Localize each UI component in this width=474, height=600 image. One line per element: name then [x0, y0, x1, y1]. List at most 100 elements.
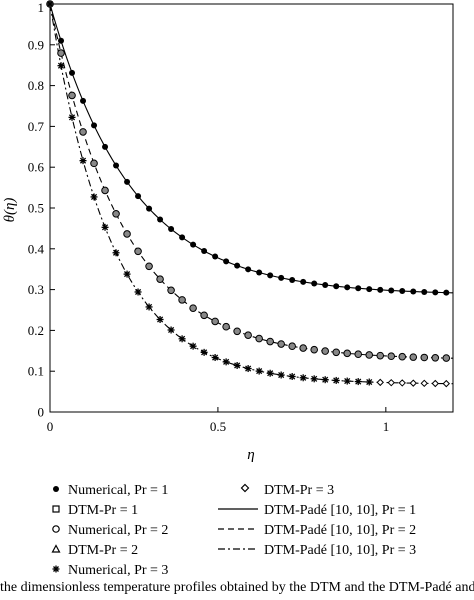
marker-numerical-pr1	[399, 288, 406, 295]
marker-numerical-pr1	[267, 272, 274, 279]
chart: η θ(η) 0 0.1 0.2 0.3 0.4 0.5 0.6 0.7 0.8…	[2, 0, 454, 578]
marker-star-stroke	[333, 377, 340, 384]
marker-numerical-pr3	[145, 303, 153, 311]
marker-numerical-pr1	[146, 205, 153, 212]
marker-numerical-pr1	[311, 280, 318, 287]
marker-numerical-pr1	[91, 122, 98, 129]
y-tick-label: 0.3	[28, 282, 44, 297]
y-tick-label: 1	[38, 0, 45, 15]
marker-numerical-pr2	[57, 49, 65, 57]
y-tick-label: 0.8	[28, 78, 44, 93]
marker-numerical-pr1	[388, 287, 395, 294]
marker-numerical-pr2	[420, 353, 429, 362]
legend-entry: Numerical, Pr = 2	[68, 523, 168, 538]
marker-star-stroke	[300, 374, 307, 381]
marker-numerical-pr1	[113, 162, 120, 169]
legend-entry: DTM-Pr = 2	[68, 543, 138, 558]
x-tick-label: 0.5	[210, 419, 226, 434]
x-tick-label: 1	[383, 419, 390, 434]
legend-entry: Numerical, Pr = 3	[68, 563, 168, 578]
marker-numerical-pr3	[167, 326, 175, 334]
marker-star-stroke	[289, 373, 296, 380]
legend-symbol-numerical-pr1	[53, 486, 59, 492]
marker-numerical-pr2	[398, 352, 407, 361]
curve-pade-pr3	[49, 3, 454, 385]
marker-numerical-pr3	[112, 249, 120, 257]
marker-numerical-pr1	[333, 283, 340, 290]
marker-numerical-pr1	[58, 37, 65, 44]
marker-numerical-pr1	[69, 69, 76, 76]
marker-numerical-pr1	[157, 216, 164, 223]
marker-numerical-pr2	[156, 275, 164, 283]
marker-numerical-pr2	[79, 128, 87, 136]
marker-numerical-pr3	[46, 0, 54, 8]
marker-numerical-pr3	[189, 342, 197, 350]
marker-star-stroke	[267, 370, 274, 377]
marker-numerical-pr3	[277, 371, 285, 379]
marker-numerical-pr2	[310, 345, 318, 354]
marker-dtm-pr3	[376, 378, 384, 387]
legend-entry: DTM-Padé [10, 10], Pr = 1	[264, 503, 416, 518]
y-tick-label: 0.6	[28, 160, 45, 175]
marker-numerical-pr2	[255, 334, 263, 343]
marker-star-stroke	[112, 249, 120, 256]
marker-numerical-pr1	[432, 289, 439, 296]
marker-numerical-pr2	[277, 340, 285, 348]
marker-star-stroke	[90, 193, 98, 200]
marker-numerical-pr2	[233, 327, 241, 336]
legend-entry: Numerical, Pr = 1	[68, 483, 168, 498]
marker-numerical-pr1	[322, 281, 329, 288]
marker-numerical-pr2	[343, 349, 352, 358]
marker-numerical-pr3	[68, 113, 76, 121]
figure-caption: the dimensionless temperature profiles o…	[0, 580, 474, 595]
y-tick-label: 0.9	[28, 37, 44, 52]
marker-numerical-pr2	[332, 348, 341, 357]
legend-symbol-numerical-pr3	[52, 565, 60, 573]
marker-numerical-pr2	[387, 352, 396, 361]
legend-entry: DTM-Padé [10, 10], Pr = 2	[264, 523, 416, 538]
curves	[49, 3, 454, 385]
marker-numerical-pr3	[211, 354, 219, 362]
marker-numerical-pr1	[179, 234, 186, 241]
curve-pade-pr2	[49, 3, 454, 359]
marker-numerical-pr2	[354, 350, 363, 359]
marker-numerical-pr2	[321, 347, 329, 355]
marker-numerical-pr1	[212, 253, 219, 260]
marker-numerical-pr3	[244, 365, 252, 373]
y-tick-labels: 0 0.1 0.2 0.3 0.4 0.5 0.6 0.7 0.8 0.9 1	[28, 0, 45, 420]
marker-numerical-pr1	[278, 274, 285, 281]
marker-numerical-pr1	[344, 284, 351, 291]
marker-numerical-pr2	[90, 159, 98, 168]
marker-star-stroke	[311, 375, 318, 382]
marker-numerical-pr3	[178, 335, 186, 343]
marker-star-stroke	[46, 0, 54, 8]
marker-star-stroke	[157, 316, 164, 323]
marker-numerical-pr3	[79, 157, 87, 165]
marker-star-stroke	[57, 62, 65, 69]
marker-numerical-pr1	[190, 241, 197, 248]
marker-numerical-pr2	[123, 230, 131, 238]
marker-star-stroke	[68, 114, 76, 121]
marker-numerical-pr1	[245, 266, 252, 273]
legend-symbol-dtm-pr1	[52, 505, 60, 513]
marker-numerical-pr2	[112, 210, 120, 218]
marker-numerical-pr2	[145, 262, 153, 271]
marker-numerical-pr3	[343, 377, 351, 385]
marker-numerical-pr3	[222, 358, 230, 366]
marker-numerical-pr1	[355, 285, 362, 292]
marker-numerical-pr2	[376, 351, 385, 360]
marker-star-stroke	[355, 378, 362, 385]
marker-dtm-pr3	[387, 378, 395, 387]
marker-star-stroke	[146, 303, 153, 311]
marker-star-stroke	[168, 326, 175, 334]
curve-pade-pr1	[49, 3, 454, 294]
marker-numerical-pr2	[431, 354, 440, 362]
y-tick-label: 0.7	[28, 119, 45, 134]
marker-dtm-pr3	[420, 379, 428, 388]
legend: Numerical, Pr = 1 DTM-Pr = 1 Numerical, …	[51, 483, 416, 578]
legend-entry: DTM-Pr = 3	[264, 483, 334, 498]
marker-numerical-pr1	[135, 193, 142, 200]
marker-numerical-pr1	[223, 258, 230, 265]
y-tick-label: 0	[38, 405, 45, 420]
marker-numerical-pr1	[377, 286, 384, 293]
